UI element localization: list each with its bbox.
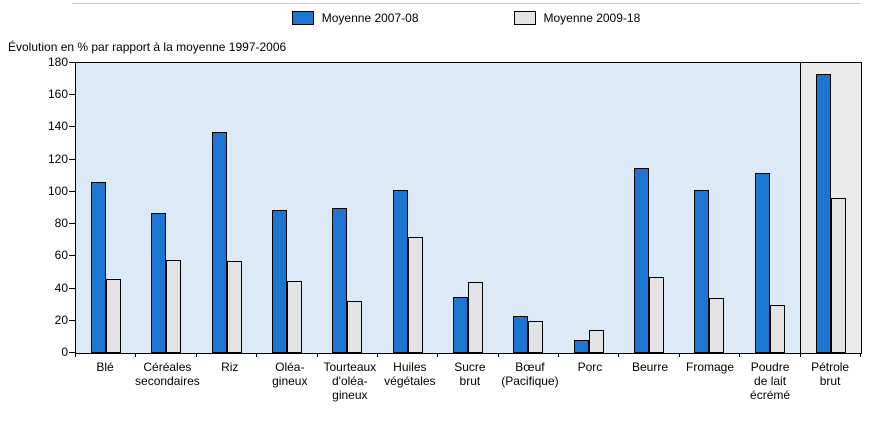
category-group xyxy=(559,63,619,353)
bar xyxy=(106,278,122,353)
y-tick-label: 140 xyxy=(47,119,68,134)
legend-item-moyenne-2007-08: Moyenne 2007-08 xyxy=(291,11,419,25)
bar xyxy=(453,296,469,353)
y-tick-mark xyxy=(69,287,75,289)
category-group xyxy=(619,63,679,353)
bar xyxy=(287,280,303,353)
bar xyxy=(332,208,348,353)
bar xyxy=(694,190,710,353)
x-tick-mark xyxy=(678,353,680,357)
category-group xyxy=(378,63,438,353)
y-tick-label: 160 xyxy=(47,87,68,102)
bar xyxy=(588,330,604,353)
y-tick-mark xyxy=(69,223,75,225)
y-tick-label: 80 xyxy=(54,216,68,231)
bar xyxy=(815,74,831,353)
bar xyxy=(754,172,770,353)
bar xyxy=(573,340,589,353)
bar xyxy=(91,182,107,353)
x-tick-mark xyxy=(256,353,258,357)
x-tick-mark xyxy=(860,353,861,357)
bar xyxy=(392,190,408,353)
category-group xyxy=(317,63,377,353)
y-tick-label: 0 xyxy=(61,345,68,359)
legend-label-moyenne-2007-08: Moyenne 2007-08 xyxy=(321,11,419,25)
bar xyxy=(166,259,182,353)
bar xyxy=(211,132,227,353)
x-tick-mark xyxy=(437,353,439,357)
category-group xyxy=(739,63,799,353)
bar xyxy=(468,282,484,353)
bar xyxy=(709,298,725,353)
x-tick-mark xyxy=(497,353,499,357)
bar xyxy=(830,198,846,353)
y-tick-label: 20 xyxy=(54,312,68,327)
x-tick-mark xyxy=(75,353,76,357)
x-tick-mark xyxy=(376,353,378,357)
category-group xyxy=(257,63,317,353)
x-category-label: Sucre brut xyxy=(454,360,486,388)
y-axis-title: Évolution en % par rapport à la moyenne … xyxy=(8,40,287,54)
y-tick-label: 40 xyxy=(54,280,68,295)
category-group xyxy=(136,63,196,353)
legend: Moyenne 2007-08 Moyenne 2009-18 xyxy=(72,3,860,25)
x-tick-mark xyxy=(195,353,197,357)
x-category-label: Huiles végétales xyxy=(384,360,436,388)
x-category-label: Porc xyxy=(577,360,603,374)
x-category-label: Riz xyxy=(221,360,239,374)
bar xyxy=(272,209,288,353)
category-group xyxy=(498,63,558,353)
bar xyxy=(151,212,167,353)
y-tick-mark xyxy=(69,352,75,353)
plot-area xyxy=(75,62,862,354)
x-tick-mark xyxy=(799,353,801,357)
y-tick-label: 60 xyxy=(54,248,68,263)
x-category-label: Poudre de lait écrémé xyxy=(750,360,791,402)
y-tick-mark xyxy=(69,62,75,63)
bar xyxy=(633,167,649,353)
category-group xyxy=(76,63,136,353)
x-category-label: Céréales secondaires xyxy=(135,360,200,388)
legend-item-moyenne-2009-18: Moyenne 2009-18 xyxy=(513,11,641,25)
y-tick-mark xyxy=(69,126,75,128)
bar xyxy=(648,277,664,353)
y-tick-mark xyxy=(69,94,75,96)
category-group xyxy=(197,63,257,353)
y-tick-mark xyxy=(69,158,75,160)
x-category-label: Pétrole brut xyxy=(811,360,850,388)
bar xyxy=(769,304,785,353)
y-tick-label: 100 xyxy=(47,183,68,198)
x-tick-mark xyxy=(316,353,318,357)
x-category-label: Fromage xyxy=(686,360,735,374)
x-tick-mark xyxy=(558,353,560,357)
y-tick-mark xyxy=(69,190,75,192)
bar xyxy=(226,261,242,353)
x-category-label: Tourteaux d'oléa- gineux xyxy=(323,360,377,402)
x-tick-mark xyxy=(739,353,741,357)
category-group xyxy=(679,63,739,353)
x-category-label: Beurre xyxy=(631,360,668,374)
y-tick-label: 120 xyxy=(47,151,68,166)
x-category-label: Bœuf (Pacifique) xyxy=(501,360,559,388)
y-tick-mark xyxy=(69,319,75,321)
x-axis-labels: Blé Céréales secondaires Riz Oléa- gineux To… xyxy=(75,360,860,402)
y-tick-mark xyxy=(69,255,75,257)
bar xyxy=(528,320,544,353)
x-tick-mark xyxy=(135,353,137,357)
category-group xyxy=(438,63,498,353)
legend-label-moyenne-2009-18: Moyenne 2009-18 xyxy=(543,11,641,25)
x-category-label: Blé xyxy=(96,360,114,374)
legend-swatch-gray xyxy=(513,11,536,25)
x-category-label: Oléa- gineux xyxy=(272,360,308,388)
category-group xyxy=(799,63,862,353)
bar xyxy=(513,315,529,353)
y-tick-label: 180 xyxy=(47,55,68,69)
legend-swatch-blue xyxy=(291,11,314,25)
bar xyxy=(407,237,423,353)
x-tick-mark xyxy=(618,353,620,357)
bar xyxy=(347,301,363,353)
